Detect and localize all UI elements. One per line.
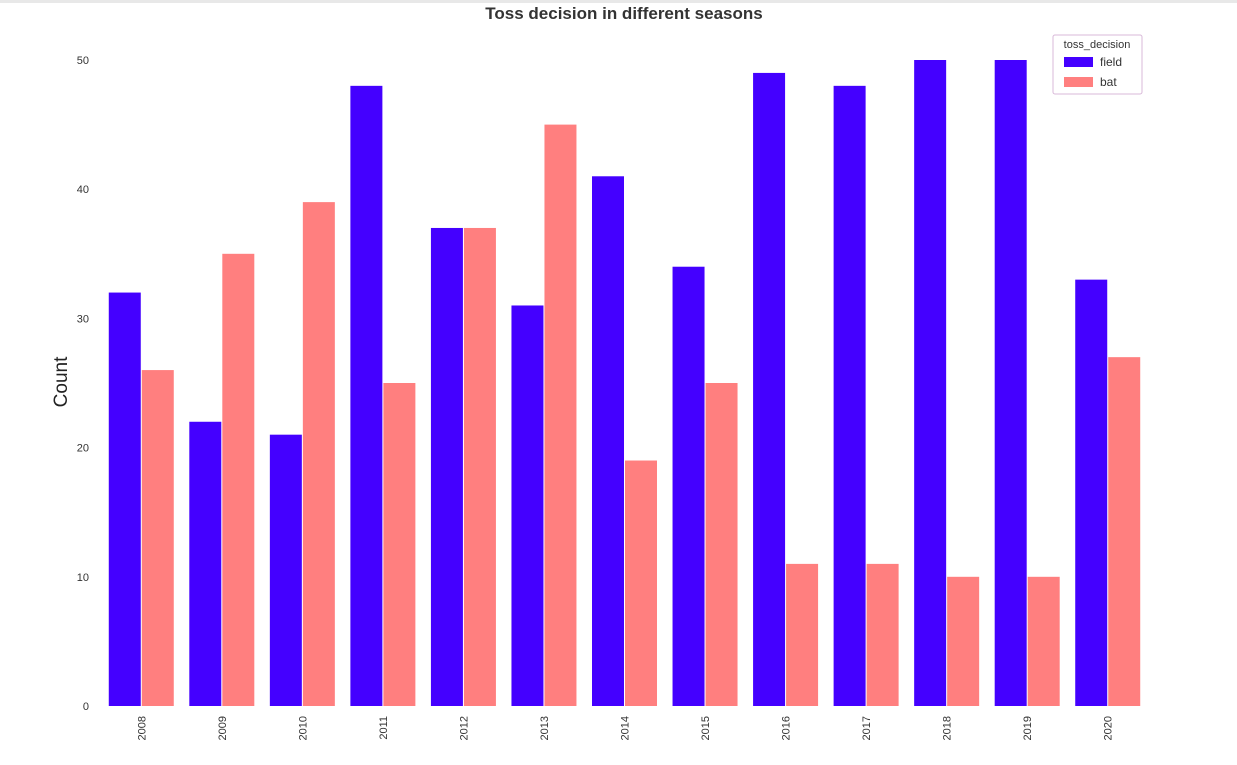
bar-field-2016 <box>753 72 786 707</box>
bar-field-2011 <box>350 85 383 707</box>
x-tick-label: 2011 <box>378 716 390 740</box>
bar-field-2014 <box>592 176 624 706</box>
y-tick-label: 20 <box>77 443 89 455</box>
bar-bat-2013 <box>544 124 577 707</box>
bar-field-2018 <box>914 60 947 706</box>
x-tick-label: 2019 <box>1022 716 1034 740</box>
chart-title: Toss decision in different seasons <box>485 4 762 23</box>
bar-bat-2016 <box>786 563 819 706</box>
y-tick-label: 30 <box>77 313 89 325</box>
y-tick-label: 40 <box>77 184 89 196</box>
y-tick-label: 0 <box>83 701 89 713</box>
y-axis-label: Count <box>51 356 72 407</box>
legend-swatch-field <box>1064 57 1093 67</box>
bar-field-2012 <box>430 227 463 706</box>
x-tick-label: 2010 <box>297 716 309 740</box>
top-border <box>0 0 1237 3</box>
bar-field-2015 <box>672 266 705 706</box>
x-tick-label: 2014 <box>620 716 632 740</box>
x-tick-label: 2016 <box>781 716 793 740</box>
y-tick-label: 10 <box>77 572 89 584</box>
y-tick-label: 50 <box>77 55 89 67</box>
x-axis-ticks: 2008 2009 2010 2011 2012 2013 2014 2015 2016 2017… <box>136 716 1114 740</box>
bar-field-2019 <box>994 60 1027 706</box>
legend-label-bat: bat <box>1100 75 1117 89</box>
x-tick-label: 2012 <box>458 716 470 740</box>
bar-field-2013 <box>511 305 544 706</box>
bar-field-2017 <box>833 85 866 707</box>
bar-bat-2011 <box>383 383 416 706</box>
bar-bat-2017 <box>866 563 899 706</box>
x-tick-label: 2018 <box>942 716 954 740</box>
bar-field-2020 <box>1075 279 1108 706</box>
y-axis-ticks: 0 10 20 30 40 50 <box>77 55 89 713</box>
x-tick-label: 2015 <box>700 716 712 740</box>
legend-title: toss_decision <box>1064 39 1131 51</box>
bars-group <box>108 60 1141 707</box>
bar-bat-2014 <box>625 460 657 706</box>
bar-bat-2009 <box>222 253 255 707</box>
bar-field-2010 <box>269 434 302 706</box>
bar-bat-2012 <box>463 227 496 706</box>
legend: toss_decision field bat <box>1052 34 1143 95</box>
legend-label-field: field <box>1100 55 1122 69</box>
bar-field-2008 <box>108 292 141 706</box>
x-tick-label: 2020 <box>1103 716 1115 740</box>
bar-bat-2010 <box>302 202 335 706</box>
x-tick-label: 2013 <box>539 716 551 740</box>
x-tick-label: 2008 <box>136 716 148 740</box>
bar-bat-2019 <box>1027 576 1060 706</box>
bar-bat-2008 <box>141 370 174 706</box>
bar-bat-2015 <box>705 383 738 706</box>
bar-bat-2020 <box>1108 357 1141 706</box>
legend-swatch-bat <box>1064 77 1093 87</box>
bar-bat-2018 <box>947 576 980 706</box>
bar-field-2009 <box>189 421 222 706</box>
x-tick-label: 2009 <box>217 716 229 740</box>
legend-items: field bat <box>1064 55 1122 89</box>
x-tick-label: 2017 <box>861 716 873 740</box>
